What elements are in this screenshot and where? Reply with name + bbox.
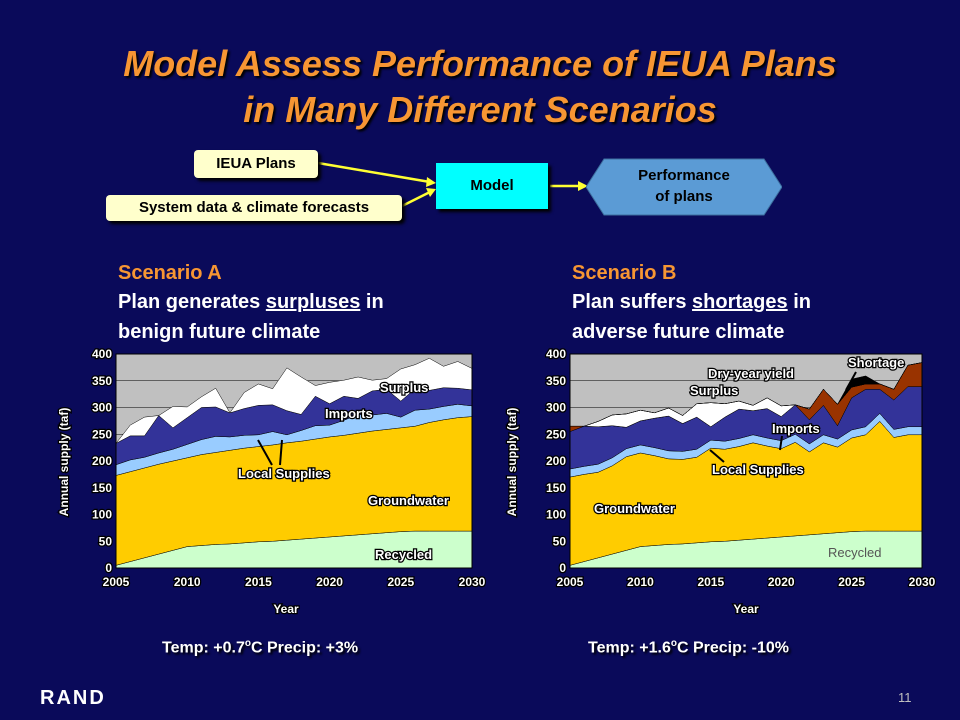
y-tick-label: 100	[546, 508, 566, 522]
model-arrowhead	[578, 181, 588, 191]
y-tick-label: 400	[92, 347, 112, 361]
scenario-b-keyword: shortages	[692, 291, 788, 313]
flow-arrows	[317, 161, 588, 208]
x-tick-label: 2030	[459, 575, 486, 589]
annot-groundwater: Groundwater	[594, 501, 675, 516]
y-tick-label: 100	[92, 508, 112, 522]
scenario-a-text: Plan generates surpluses in benign futur…	[118, 291, 384, 343]
y-tick-label: 200	[92, 454, 112, 468]
annot-local-supplies: Local Supplies	[238, 466, 330, 481]
performance-line2: of plans	[655, 188, 713, 205]
scenario-b-text: Plan suffers shortages in adverse future…	[572, 291, 811, 343]
y-tick-label: 250	[546, 427, 566, 441]
chart-scenario-a: 0 50 100 150 200 250 300 350 400 2005 2010 2015 2020…	[56, 346, 487, 618]
annot-recycled: Recycled	[828, 545, 881, 560]
y-tick-label: 400	[546, 347, 566, 361]
data-arrowhead	[426, 188, 436, 197]
y-tick-label: 50	[553, 534, 567, 548]
x-tick-label: 2010	[627, 575, 654, 589]
y-tick-label: 250	[92, 427, 112, 441]
y-tick-label: 50	[99, 534, 113, 548]
x-tick-label: 2020	[316, 575, 343, 589]
x-axis-label: Year	[273, 602, 299, 616]
x-tick-label: 2030	[909, 575, 936, 589]
x-tick-label: 2020	[768, 575, 795, 589]
arrow-local-1	[257, 439, 273, 466]
performance-shape	[586, 158, 782, 216]
annot-imports: Imports	[772, 421, 820, 436]
y-tick-label: 300	[546, 401, 566, 415]
chart-scenario-b: 0 50 100 150 200 250 300 350 400 2005 2010 2015 2020…	[504, 346, 937, 618]
annot-surplus: Surplus	[380, 380, 428, 395]
y-tick-label: 350	[546, 374, 566, 388]
performance-line1: Performance	[638, 167, 730, 184]
annot-shortage: Shortage	[848, 355, 904, 370]
annot-groundwater: Groundwater	[368, 493, 449, 508]
annot-recycled: Recycled	[375, 547, 432, 562]
y-axis-label: Annual supply (taf)	[57, 408, 71, 517]
annot-dry-year-yield: Dry-year yield	[708, 366, 794, 381]
y-tick-label: 0	[559, 561, 566, 575]
y-tick-label: 150	[546, 481, 566, 495]
model-box: Model	[436, 163, 548, 209]
performance-label: Performance of plans	[586, 165, 782, 207]
page-number: 11	[898, 690, 912, 705]
rand-logo: RAND	[40, 687, 106, 709]
x-tick-label: 2005	[557, 575, 584, 589]
x-axis-label: Year	[733, 602, 759, 616]
arrow-local-2	[279, 439, 283, 466]
plans-arrowhead	[426, 177, 436, 187]
data-to-model-arrow	[401, 190, 431, 208]
scenario-b-caption: Temp: +1.6oC Precip: -10%	[588, 638, 789, 657]
arrow-imports	[779, 435, 783, 451]
annot-surplus: Surplus	[690, 383, 738, 398]
scenario-a-keyword: surpluses	[265, 291, 361, 313]
x-tick-label: 2015	[245, 575, 272, 589]
x-tick-label: 2005	[103, 575, 130, 589]
annot-local-supplies: Local Supplies	[712, 462, 804, 477]
x-tick-label: 2015	[697, 575, 724, 589]
system-data-box: System data & climate forecasts	[106, 195, 402, 221]
y-tick-label: 300	[92, 401, 112, 415]
arrow-local	[709, 449, 725, 463]
x-tick-label: 2025	[838, 575, 865, 589]
page-title-line2: in Many Different Scenarios	[243, 89, 717, 130]
plot-border	[115, 353, 473, 569]
y-axis-label: Annual supply (taf)	[505, 408, 519, 517]
scenario-b-heading: Scenario B	[572, 262, 677, 284]
annot-imports: Imports	[325, 406, 373, 421]
plot-border	[569, 353, 923, 569]
scenario-a-caption: Temp: +0.7oC Precip: +3%	[162, 638, 359, 657]
y-tick-label: 350	[92, 374, 112, 388]
arrow-shortage	[845, 371, 857, 391]
x-tick-label: 2025	[387, 575, 414, 589]
y-tick-label: 0	[105, 561, 112, 575]
scenario-a-heading: Scenario A	[118, 262, 222, 284]
y-tick-label: 200	[546, 454, 566, 468]
y-tick-label: 150	[92, 481, 112, 495]
page-title-line1: Model Assess Performance of IEUA Plans	[123, 43, 837, 84]
plans-to-model-arrow	[317, 161, 431, 184]
ieua-plans-box: IEUA Plans	[194, 150, 318, 178]
x-tick-label: 2010	[174, 575, 201, 589]
